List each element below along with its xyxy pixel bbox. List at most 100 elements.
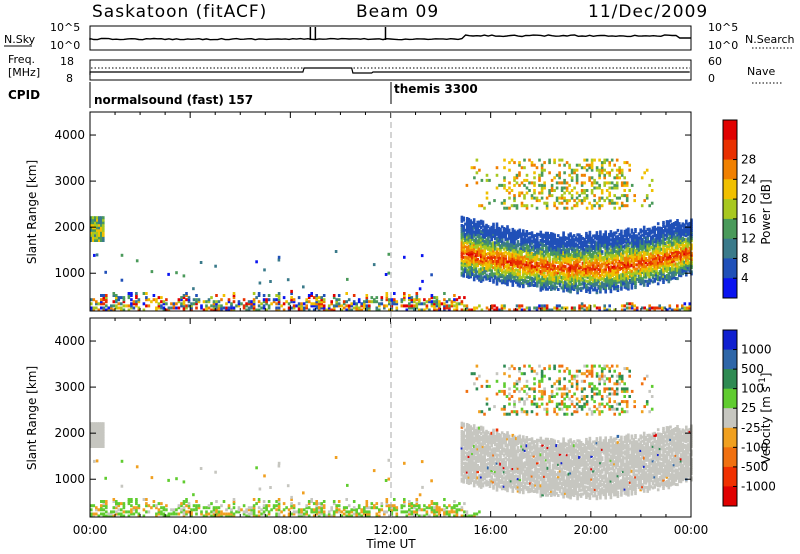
heatmap-cell (671, 231, 674, 235)
heatmap-cell (495, 261, 499, 265)
heatmap-cell (523, 249, 527, 253)
heatmap-cell (511, 257, 515, 260)
heatmap-cell (530, 260, 534, 264)
heatmap-cell (672, 240, 676, 244)
heatmap-cell (544, 252, 548, 256)
heatmap-cell (599, 278, 602, 282)
heatmap-cell (540, 173, 544, 177)
heatmap-cell (492, 231, 495, 234)
heatmap-cell (586, 269, 590, 273)
heatmap-cell (310, 498, 313, 501)
heatmap-cell (578, 270, 581, 274)
heatmap-cell (471, 252, 474, 256)
heatmap-cell (572, 263, 576, 267)
heatmap-cell (604, 236, 607, 240)
heatmap-cell (625, 284, 628, 288)
heatmap-cell (418, 504, 421, 508)
heatmap-cell (509, 246, 513, 250)
heatmap-cell (145, 504, 148, 508)
heatmap-cell (415, 508, 419, 512)
heatmap-cell (522, 256, 525, 260)
heatmap-cell (662, 258, 665, 262)
heatmap-cell (597, 255, 600, 259)
heatmap-cell (272, 504, 276, 508)
heatmap-cell (405, 304, 409, 308)
heatmap-cell (500, 233, 504, 237)
heatmap-cell (117, 306, 121, 310)
heatmap-cell (545, 204, 549, 208)
heatmap-cell (280, 510, 283, 514)
heatmap-cell (543, 264, 546, 268)
heatmap-cell (94, 223, 97, 227)
heatmap-cell (536, 278, 539, 282)
heatmap-cell (536, 257, 539, 261)
heatmap-cell (667, 255, 671, 259)
heatmap-cell (543, 281, 546, 285)
heatmap-cell (671, 270, 674, 274)
heatmap-cell (530, 233, 534, 237)
heatmap-cell (674, 272, 678, 276)
heatmap-cell (127, 294, 131, 297)
heatmap-cell (656, 236, 660, 240)
heatmap-cell (516, 260, 520, 264)
heatmap-cell (602, 243, 606, 247)
heatmap-cell (574, 248, 578, 252)
heatmap-cell (536, 276, 539, 280)
heatmap-cell (579, 270, 583, 274)
heatmap-cell (460, 506, 464, 510)
heatmap-cell (600, 250, 604, 254)
freq-tick-top: 18 (60, 55, 74, 68)
heatmap-cell (363, 300, 366, 304)
heatmap-cell (620, 237, 623, 241)
heatmap-cell (95, 506, 98, 510)
heatmap-cell (467, 228, 471, 232)
heatmap-cell (465, 223, 469, 227)
heatmap-cell (604, 255, 607, 259)
heatmap-cell (548, 263, 551, 267)
heatmap-cell (469, 238, 472, 241)
heatmap-cell (185, 504, 188, 508)
heatmap-cell (502, 231, 506, 235)
heatmap-cell (649, 266, 653, 270)
heatmap-cell (258, 281, 262, 285)
heatmap-cell (576, 278, 579, 282)
heatmap-cell (474, 250, 478, 253)
heatmap-cell (490, 275, 493, 279)
heatmap-cell (435, 506, 439, 510)
heatmap-cell (567, 256, 571, 260)
heatmap-cell (558, 249, 562, 252)
heatmap-cell (656, 226, 660, 230)
heatmap-cell (460, 255, 464, 258)
heatmap-cell (537, 268, 541, 272)
heatmap-cell (467, 240, 471, 244)
heatmap-cell (585, 231, 588, 235)
heatmap-cell (600, 283, 604, 287)
heatmap-cell (486, 237, 490, 241)
heatmap-cell (557, 269, 560, 273)
heatmap-cell (513, 308, 516, 312)
heatmap-cell (98, 439, 101, 443)
heatmap-cell (662, 225, 665, 228)
heatmap-cell (464, 222, 467, 226)
heatmap-cell (390, 308, 394, 312)
heatmap-cell (260, 302, 263, 306)
heatmap-cell (595, 272, 599, 276)
heatmap-cell (662, 278, 665, 282)
heatmap-cell (537, 247, 541, 251)
heatmap-cell (462, 272, 465, 276)
heatmap-cell (580, 199, 584, 203)
heatmap-cell (560, 278, 564, 282)
heatmap-cell (490, 252, 493, 256)
heatmap-cell (558, 240, 562, 244)
heatmap-cell (347, 504, 351, 508)
heatmap-cell (581, 253, 585, 257)
heatmap-cell (665, 255, 669, 259)
heatmap-cell (322, 506, 326, 510)
heatmap-cell (312, 304, 316, 308)
heatmap-cell (581, 282, 585, 286)
heatmap-cell (607, 266, 611, 270)
heatmap-cell (127, 500, 131, 503)
heatmap-cell (565, 253, 569, 257)
heatmap-cell (92, 427, 95, 431)
heatmap-cell (532, 277, 536, 281)
